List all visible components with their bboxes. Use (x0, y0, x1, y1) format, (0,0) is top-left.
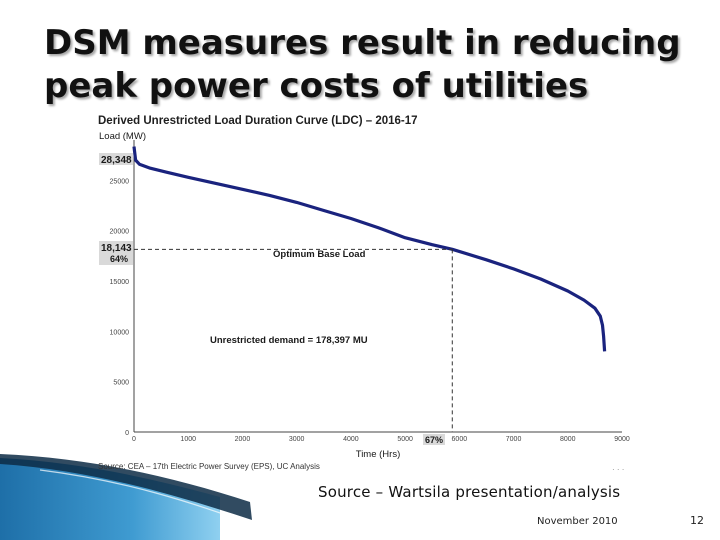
y-tick-label: 25000 (110, 178, 130, 185)
base-label-bg (99, 241, 133, 265)
slide-title-line-1: DSM measures result in reducing (44, 23, 681, 63)
page-number: 12 (690, 514, 704, 527)
slide-title: DSM measures result in reducing peak pow… (44, 22, 684, 108)
peak-label-bg (99, 153, 133, 165)
slide-title-line-2: peak power costs of utilities (44, 66, 589, 106)
x-tick-label: 7000 (506, 436, 522, 443)
chart-title: Derived Unrestricted Load Duration Curve… (98, 115, 418, 127)
y-tick-label: 5000 (113, 380, 129, 387)
x-tick-label: 2000 (235, 436, 251, 443)
x-tick-label: 0 (132, 436, 136, 443)
x-tick-label: 8000 (560, 436, 576, 443)
peak-load-label: 28,348 (101, 155, 132, 166)
time-percent-label: 67% (425, 435, 443, 445)
base-load-percent-label: 64% (110, 254, 128, 264)
x-tick-label: 4000 (343, 436, 359, 443)
x-axis-title: Time (Hrs) (356, 449, 401, 460)
x-tick-label: 6000 (452, 436, 468, 443)
unrestricted-demand-label: Unrestricted demand = 178,397 MU (210, 335, 368, 346)
y-axis-title: Load (MW) (99, 131, 146, 142)
x-tick-label: 1000 (180, 436, 196, 443)
footer-date: November 2010 (537, 516, 618, 527)
base-load-label: 18,143 (101, 243, 132, 254)
y-tick-label: 0 (125, 430, 129, 437)
dots-mark: · · · (612, 465, 625, 474)
time-percent-bg (423, 434, 445, 445)
x-tick-label: 3000 (289, 436, 305, 443)
y-tick-label: 15000 (110, 279, 130, 286)
y-tick-label: 10000 (110, 329, 130, 336)
optimum-base-load-label: Optimum Base Load (273, 249, 366, 260)
chart-source-note: Source: CEA – 17th Electric Power Survey… (98, 462, 320, 471)
ldc-curve-series (132, 146, 607, 352)
y-tick-label: 20000 (110, 229, 130, 236)
x-tick-label: 5000 (397, 436, 413, 443)
x-tick-label: 9000 (614, 436, 630, 443)
source-caption: Source – Wartsila presentation/analysis (318, 483, 621, 501)
